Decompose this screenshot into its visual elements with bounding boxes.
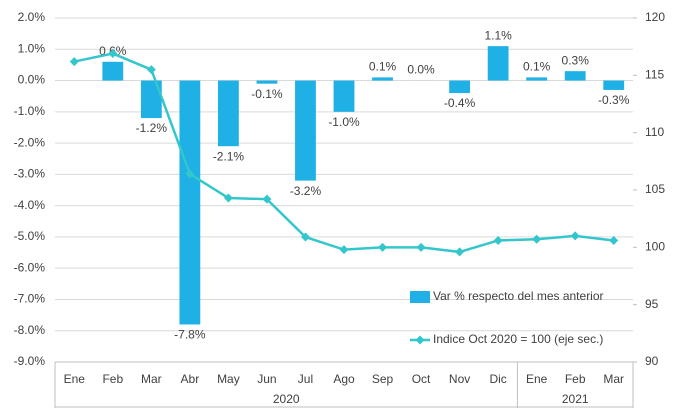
y-tick-label: -6.0% <box>14 260 46 274</box>
marker <box>455 247 465 257</box>
x-tick-label: Oct <box>412 372 431 386</box>
x-tick-label: Ene <box>526 372 548 386</box>
bar <box>372 77 393 81</box>
bar <box>487 46 509 81</box>
x-tick-label: Feb <box>102 372 123 386</box>
marker <box>146 65 156 75</box>
bar <box>295 80 316 181</box>
marker <box>300 232 310 242</box>
y-tick-label: -1.0% <box>14 104 46 118</box>
x-tick-label: May <box>217 372 240 386</box>
y2-tick-label: 95 <box>645 297 659 311</box>
bar <box>217 80 239 147</box>
y-tick-label: 2.0% <box>18 10 46 24</box>
bar <box>603 80 625 90</box>
x-tick-label: Ene <box>64 372 86 386</box>
marker <box>69 57 79 67</box>
data-label: 0.0% <box>407 63 435 77</box>
y2-tick-label: 110 <box>645 125 664 139</box>
y-tick-label: -5.0% <box>14 229 46 243</box>
y2-tick-label: 105 <box>645 182 665 196</box>
marker <box>493 235 503 245</box>
group-label: 2021 <box>562 392 589 406</box>
bar <box>102 61 124 81</box>
bar <box>140 80 162 119</box>
bar <box>333 80 355 112</box>
data-label: 0.3% <box>562 53 590 67</box>
marker <box>570 231 580 241</box>
bar <box>256 80 278 84</box>
y2-tick-label: 100 <box>645 240 665 254</box>
legend-label: Indice Oct 2020 = 100 (eje sec.) <box>433 332 603 346</box>
y-tick-label: -2.0% <box>14 135 46 149</box>
data-label: -0.1% <box>251 87 283 101</box>
y-tick-label: -3.0% <box>14 167 46 181</box>
data-label: -1.0% <box>328 115 360 129</box>
y-tick-label: 1.0% <box>18 41 46 55</box>
bar <box>179 80 201 325</box>
legend-swatch <box>410 291 430 303</box>
data-label: 0.1% <box>369 60 397 74</box>
y2-tick-label: 115 <box>645 68 664 82</box>
legend-marker <box>415 335 425 345</box>
x-tick-label: Nov <box>449 372 470 386</box>
marker <box>223 193 233 203</box>
marker <box>609 235 619 245</box>
y-tick-label: -8.0% <box>14 323 46 337</box>
x-tick-label: Feb <box>565 372 586 386</box>
data-label: 1.1% <box>484 28 512 42</box>
y-tick-label: -4.0% <box>14 198 46 212</box>
legend-label: Var % respecto del mes anterior <box>433 289 604 303</box>
bar <box>449 80 471 94</box>
data-label: -0.3% <box>598 93 630 107</box>
x-tick-label: Jun <box>257 372 276 386</box>
x-tick-label: Abr <box>181 372 200 386</box>
y2-tick-label: 90 <box>645 354 659 368</box>
data-label: -7.8% <box>174 328 206 342</box>
data-label: 0.1% <box>523 60 551 74</box>
marker <box>416 242 426 252</box>
data-label: -1.2% <box>136 121 168 135</box>
y-tick-label: -7.0% <box>14 292 46 306</box>
x-tick-label: Ago <box>333 372 355 386</box>
data-label: -0.4% <box>444 96 476 110</box>
x-tick-label: Sep <box>372 372 394 386</box>
marker <box>262 194 272 204</box>
marker <box>532 234 542 244</box>
marker <box>378 242 388 252</box>
x-tick-label: Dic <box>489 372 506 386</box>
y-tick-label: 0.0% <box>18 73 46 87</box>
data-label: -3.2% <box>290 184 322 198</box>
data-label: -2.1% <box>213 149 245 163</box>
group-label: 2020 <box>273 392 300 406</box>
y-tick-label: -9.0% <box>14 354 46 368</box>
x-tick-label: Mar <box>141 372 162 386</box>
x-tick-label: Jul <box>298 372 313 386</box>
marker <box>108 49 118 59</box>
x-tick-label: Mar <box>603 372 624 386</box>
marker <box>185 169 195 179</box>
y2-tick-label: 120 <box>645 10 665 24</box>
bar <box>564 71 586 81</box>
bar <box>526 77 548 81</box>
marker <box>339 245 349 255</box>
